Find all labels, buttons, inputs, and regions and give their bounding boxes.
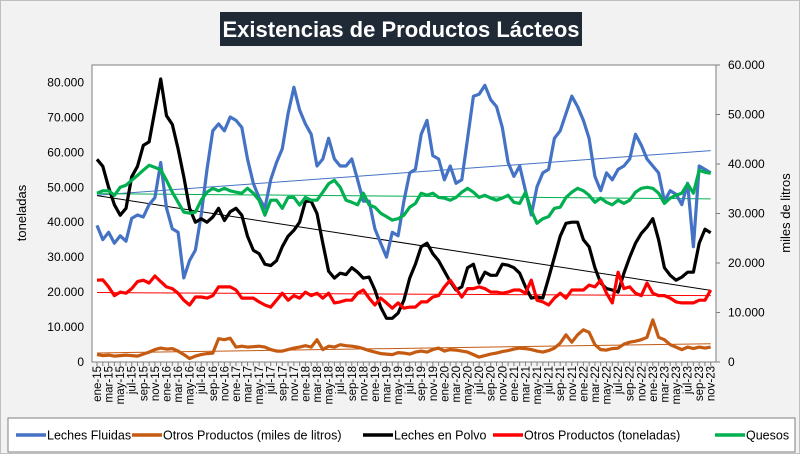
left-tick-label: 80.000 bbox=[47, 75, 84, 89]
x-tick-label: may-21 bbox=[532, 366, 544, 404]
trendline-0 bbox=[96, 150, 711, 196]
x-tick-label: ene-17 bbox=[231, 366, 243, 402]
chart-title: Existencias de Productos Lácteos bbox=[222, 17, 579, 42]
legend-label: Quesos bbox=[746, 429, 789, 443]
x-tick-label: jul-19 bbox=[405, 366, 417, 395]
left-tick-label: 20.000 bbox=[47, 285, 84, 299]
x-tick-label: ene-21 bbox=[509, 366, 521, 402]
legend-label: Leches Fluidas bbox=[47, 429, 131, 443]
left-tick-label: 10.000 bbox=[47, 320, 84, 334]
right-axis-title: miles de litros bbox=[778, 173, 793, 253]
x-tick-label: ene-16 bbox=[161, 366, 173, 402]
x-tick-label: jul-16 bbox=[196, 366, 208, 395]
right-axis-ticks: 0 10.000 20.000 30.000 40.000 50.000 60.000 bbox=[716, 58, 765, 369]
x-tick-label: may-16 bbox=[185, 366, 197, 404]
x-tick-label: nov-17 bbox=[289, 366, 301, 401]
right-tick-label: 20.000 bbox=[728, 256, 765, 270]
right-tick-label: 50.000 bbox=[728, 108, 765, 122]
x-tick-label: jul-20 bbox=[474, 366, 486, 395]
left-tick-label: 30.000 bbox=[47, 250, 84, 264]
x-tick-label: sep-22 bbox=[625, 366, 637, 401]
x-tick-label: mar-16 bbox=[173, 366, 185, 402]
x-tick-label: nov-16 bbox=[219, 366, 231, 401]
series-line-leches-fluidas bbox=[95, 83, 712, 280]
x-tick-label: jul-21 bbox=[544, 366, 556, 395]
x-tick-label: nov-15 bbox=[150, 366, 162, 401]
x-tick-label: jul-15 bbox=[127, 366, 139, 395]
x-tick-label: sep-21 bbox=[555, 366, 567, 401]
left-axis-title: toneladas bbox=[14, 184, 29, 241]
x-tick-label: jul-22 bbox=[613, 366, 625, 395]
x-tick-label: ene-20 bbox=[439, 366, 451, 402]
x-tick-label: sep-17 bbox=[277, 366, 289, 401]
x-tick-label: jul-23 bbox=[683, 366, 695, 395]
right-tick-label: 30.000 bbox=[728, 207, 765, 221]
x-tick-label: mar-17 bbox=[243, 366, 255, 402]
x-tick-label: nov-21 bbox=[567, 366, 579, 401]
left-tick-label: 70.000 bbox=[47, 110, 84, 124]
left-axis-ticks: 0 10.000 20.000 30.000 40.000 50.000 60.000 70.… bbox=[47, 75, 84, 369]
legend-items: Leches Fluidas Otros Productos (miles de … bbox=[16, 429, 789, 443]
x-tick-label: mar-20 bbox=[451, 366, 463, 402]
series-lines bbox=[95, 77, 713, 361]
legend-label: Leches en Polvo bbox=[394, 429, 486, 443]
trendline-2 bbox=[96, 195, 711, 291]
x-tick-label: sep-15 bbox=[138, 366, 150, 401]
x-tick-label: sep-16 bbox=[208, 366, 220, 401]
x-tick-label: mar-18 bbox=[312, 366, 324, 402]
x-tick-label: mar-15 bbox=[104, 366, 116, 402]
right-tick-label: 60.000 bbox=[728, 58, 765, 72]
x-axis-ticks: ene-15 mar-15 may-15 jul-15 sep-15 nov-15 ene-… bbox=[92, 362, 718, 404]
x-tick-label: may-22 bbox=[602, 366, 614, 404]
x-tick-label: sep-19 bbox=[416, 366, 428, 401]
x-tick-label: mar-23 bbox=[659, 366, 671, 402]
x-tick-label: nov-20 bbox=[497, 366, 509, 401]
x-tick-label: mar-22 bbox=[590, 366, 602, 402]
x-tick-label: may-19 bbox=[393, 366, 405, 404]
series-line-otros-productos-miles-de-litros- bbox=[96, 318, 711, 361]
series-line-leches-en-polvo bbox=[95, 77, 712, 320]
x-tick-label: mar-21 bbox=[520, 366, 532, 402]
left-tick-label: 50.000 bbox=[47, 180, 84, 194]
x-tick-label: ene-22 bbox=[578, 366, 590, 402]
x-tick-label: mar-19 bbox=[382, 366, 394, 402]
x-tick-label: nov-23 bbox=[706, 366, 718, 401]
x-tick-label: ene-18 bbox=[300, 366, 312, 402]
x-tick-label: may-23 bbox=[671, 366, 683, 404]
x-tick-label: nov-18 bbox=[358, 366, 370, 401]
x-tick-label: may-15 bbox=[115, 366, 127, 404]
x-tick-label: may-20 bbox=[463, 366, 475, 404]
x-tick-label: may-18 bbox=[324, 366, 336, 404]
x-tick-label: jul-17 bbox=[266, 366, 278, 395]
x-tick-label: sep-23 bbox=[694, 366, 706, 401]
series-line-otros-productos-toneladas- bbox=[96, 270, 713, 310]
x-tick-label: ene-23 bbox=[648, 366, 660, 402]
legend-label: Otros Productos (toneladas) bbox=[524, 429, 680, 443]
x-tick-label: may-17 bbox=[254, 366, 266, 404]
x-tick-label: ene-15 bbox=[92, 366, 104, 402]
x-tick-label: ene-19 bbox=[370, 366, 382, 402]
legend-label: Otros Productos (miles de litros) bbox=[163, 429, 342, 443]
x-tick-label: nov-22 bbox=[636, 366, 648, 401]
left-tick-label: 0 bbox=[77, 355, 84, 369]
x-tick-label: sep-20 bbox=[486, 366, 498, 401]
right-tick-label: 0 bbox=[728, 355, 735, 369]
title-box bbox=[220, 12, 582, 46]
x-tick-label: nov-19 bbox=[428, 366, 440, 401]
x-tick-label: sep-18 bbox=[347, 366, 359, 401]
x-tick-label: jul-18 bbox=[335, 366, 347, 395]
trendline-1 bbox=[96, 343, 711, 354]
right-tick-label: 40.000 bbox=[728, 157, 765, 171]
right-tick-label: 10.000 bbox=[728, 306, 765, 320]
series-line-quesos bbox=[96, 163, 711, 225]
left-tick-label: 60.000 bbox=[47, 145, 84, 159]
left-tick-label: 40.000 bbox=[47, 215, 84, 229]
